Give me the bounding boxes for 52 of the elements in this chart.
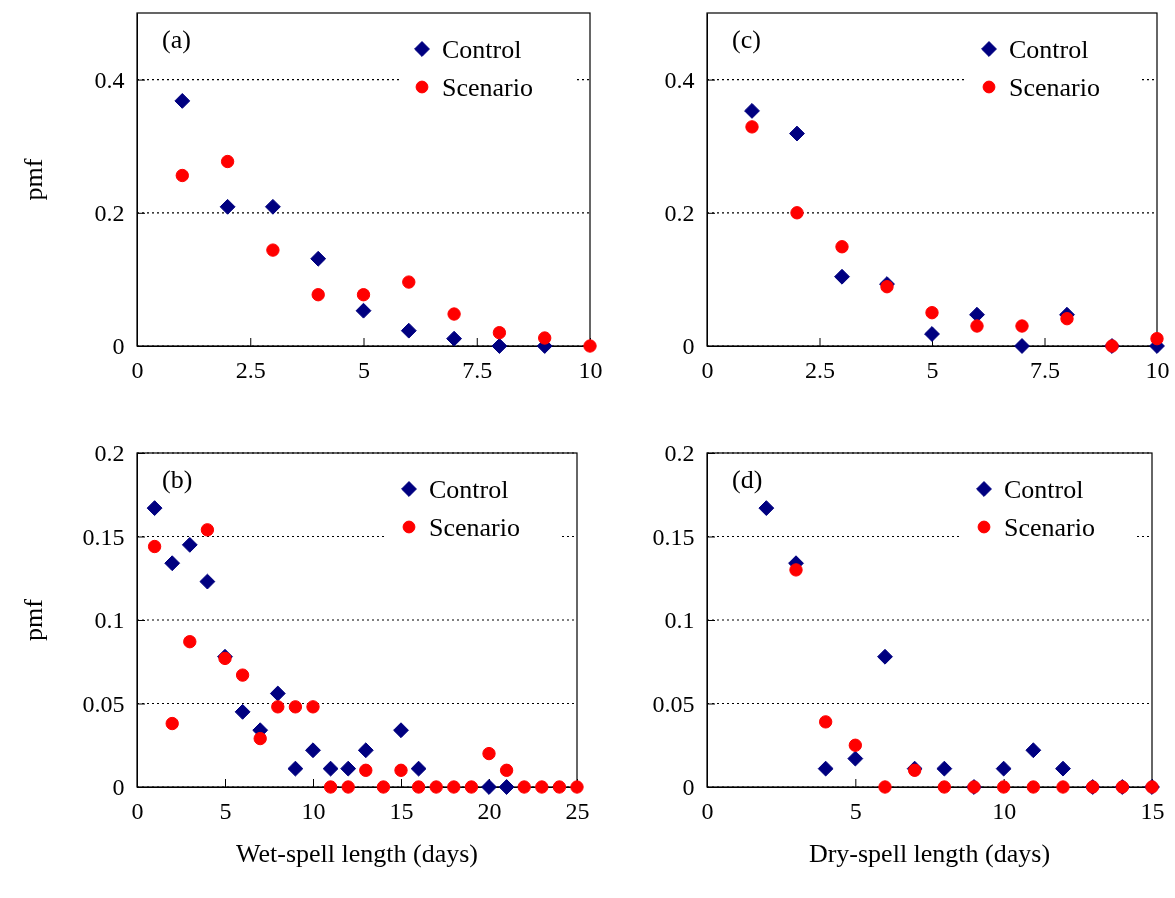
annotation: (b) (162, 465, 193, 494)
y-tick-label: 0.1 (664, 607, 695, 634)
y-axis-title: pmf (19, 158, 48, 201)
y-tick-label: 0.2 (664, 440, 695, 467)
y-tick-label: 0.15 (82, 523, 125, 550)
x-tick-label: 10 (1145, 356, 1170, 383)
legend-label: Control (442, 35, 522, 64)
legend-label: Control (1009, 35, 1089, 64)
legend-label: Control (429, 475, 509, 504)
x-tick-label: 7.5 (1030, 356, 1060, 383)
y-tick-label: 0.1 (94, 607, 125, 634)
y-axis-title: pmf (19, 598, 48, 641)
y-tick-label: 0.15 (652, 523, 695, 550)
x-axis-title: Wet-spell length (days) (236, 839, 478, 868)
x-tick-label: 20 (477, 797, 502, 824)
x-tick-label: 7.5 (462, 356, 493, 383)
x-tick-label: 2.5 (235, 356, 266, 383)
x-tick-label: 5 (926, 356, 939, 383)
x-tick-label: 0 (131, 797, 144, 824)
annotation: (d) (732, 465, 763, 494)
y-tick-label: 0 (682, 333, 695, 360)
y-tick-label: 0 (682, 774, 695, 801)
legend-label: Control (1004, 475, 1084, 504)
legend-label: Scenario (429, 513, 520, 542)
x-tick-label: 5 (358, 356, 370, 383)
y-tick-label: 0 (112, 774, 125, 801)
x-axis-title: Dry-spell length (days) (808, 839, 1051, 868)
x-tick-label: 2.5 (805, 356, 835, 383)
x-tick-label: 10 (578, 356, 603, 383)
x-tick-label: 10 (301, 797, 326, 824)
x-tick-label: 10 (992, 797, 1017, 824)
y-tick-label: 0.05 (82, 690, 125, 717)
y-tick-label: 0.2 (664, 199, 695, 226)
y-tick-label: 0.2 (94, 199, 125, 226)
annotation: (c) (732, 25, 761, 54)
x-tick-label: 15 (389, 797, 414, 824)
x-tick-label: 0 (701, 797, 714, 824)
legend-label: Scenario (1004, 513, 1095, 542)
annotation: (a) (162, 25, 191, 54)
y-tick-label: 0.4 (664, 66, 695, 93)
legend-label: Scenario (442, 73, 533, 102)
x-tick-label: 0 (131, 356, 144, 383)
y-tick-label: 0.4 (94, 66, 125, 93)
x-tick-label: 5 (219, 797, 232, 824)
legend-label: Scenario (1009, 73, 1100, 102)
x-tick-label: 25 (565, 797, 590, 824)
x-tick-label: 5 (849, 797, 862, 824)
y-tick-label: 0.05 (652, 690, 695, 717)
x-tick-label: 0 (701, 356, 714, 383)
y-tick-label: 0 (112, 333, 125, 360)
y-tick-label: 0.2 (94, 440, 125, 467)
x-tick-label: 15 (1140, 797, 1165, 824)
